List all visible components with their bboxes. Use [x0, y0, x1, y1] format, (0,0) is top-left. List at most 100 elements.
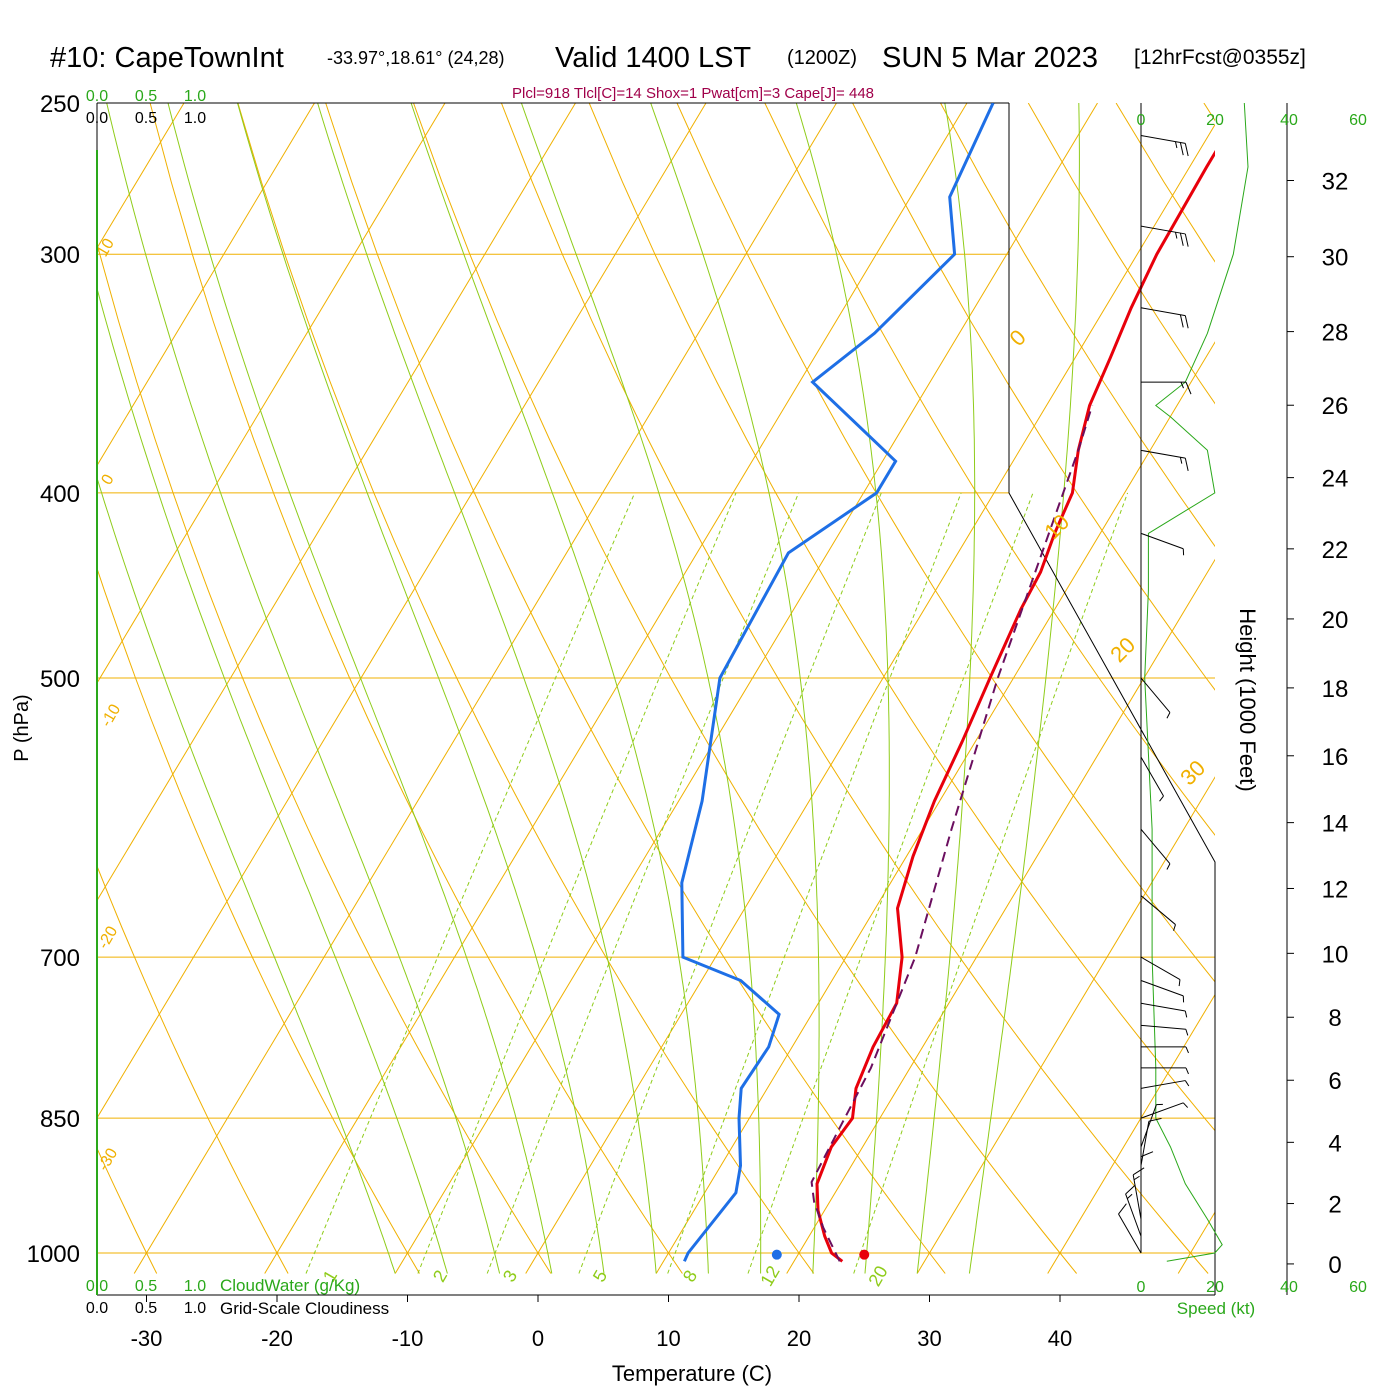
- temperature-tick-label: 40: [1048, 1326, 1072, 1351]
- wind-barb: [1140, 980, 1185, 1003]
- dry-adiabat: [852, 103, 1215, 691]
- wind-barb: [1140, 1102, 1189, 1119]
- barb-half-flag: [1180, 381, 1184, 389]
- isotherm: [97, 103, 446, 684]
- wind-barb: [1140, 532, 1185, 556]
- barb-flag: [1184, 233, 1189, 247]
- barb-half-flag: [1133, 1175, 1140, 1181]
- mixing-ratio-line: [853, 492, 1129, 1274]
- barb-staff: [1140, 1102, 1184, 1119]
- dry-adiabat: [413, 103, 1077, 1274]
- wind-barb: [1141, 1046, 1189, 1054]
- dry-adiabat: [1203, 103, 1215, 122]
- dry-adiabat: [1380, 103, 1400, 1274]
- cloudiness-label: Grid-Scale Cloudiness: [220, 1299, 389, 1318]
- wind-barb: [1140, 956, 1181, 987]
- barb-half-flag: [1184, 1080, 1190, 1087]
- wind-barb: [1140, 677, 1171, 719]
- wind-panel: 0246810121416182022242628303200202040406…: [1118, 102, 1367, 1296]
- isotherm-label: 10: [1039, 509, 1074, 544]
- cloudwater-label: CloudWater (g/Kg): [220, 1276, 360, 1295]
- barb-flag: [1125, 1184, 1136, 1195]
- speed-tick-bottom: 60: [1349, 1279, 1367, 1296]
- height-tick-label: 16: [1322, 744, 1349, 771]
- pressure-tick-label: 700: [40, 945, 80, 972]
- pressure-tick-label: 850: [40, 1106, 80, 1133]
- height-tick-label: 6: [1328, 1068, 1341, 1095]
- wind-barb: [1118, 1203, 1142, 1254]
- temperature-tick-label: 0: [532, 1326, 544, 1351]
- temperature-tick-label: -30: [131, 1326, 163, 1351]
- dry-adiabat: [0, 103, 25, 1274]
- dry-adiabat: [97, 864, 289, 1274]
- height-tick-label: 30: [1322, 245, 1349, 272]
- barb-flag: [1179, 142, 1184, 156]
- height-tick-label: 2: [1328, 1192, 1341, 1219]
- mixing-ratio-label: 3: [499, 1267, 521, 1286]
- moist-adiabat: [97, 286, 448, 1274]
- temperature-tick-label: -20: [261, 1326, 293, 1351]
- wind-barb: [1140, 307, 1189, 329]
- barb-staff: [1132, 1174, 1142, 1220]
- title-date: SUN 5 Mar 2023: [882, 42, 1098, 74]
- height-tick-label: 10: [1322, 941, 1349, 968]
- barb-half-flag: [1173, 924, 1176, 931]
- barb-half-flag: [1166, 863, 1171, 870]
- wind-barb: [1141, 381, 1192, 395]
- top-cloudiness-tick: 1.0: [184, 110, 206, 127]
- bottom-cloudwater-tick: 0.0: [86, 1278, 108, 1295]
- barb-flag: [1184, 143, 1189, 157]
- moist-adiabat: [97, 476, 396, 1274]
- barb-half-flag: [1185, 1046, 1189, 1054]
- wind-barb: [1140, 1024, 1189, 1036]
- barb-flag: [1184, 458, 1189, 471]
- speed-tick-top: 60: [1349, 112, 1367, 129]
- wind-barb: [1140, 1002, 1188, 1018]
- barb-staff: [1140, 1080, 1186, 1089]
- isotherm-label: 30: [1175, 755, 1210, 790]
- bottom-cloudiness-tick: 0.5: [135, 1300, 157, 1317]
- barb-staff: [1125, 1193, 1142, 1237]
- height-tick-label: 24: [1322, 466, 1349, 493]
- isotherm: [655, 341, 1215, 1274]
- barb-staff: [1140, 307, 1186, 317]
- dry-adiabat: [588, 103, 1215, 1132]
- plot-frame: [96, 102, 1216, 1296]
- dry-adiabat: [325, 103, 946, 1274]
- height-tick-label: 28: [1322, 320, 1349, 347]
- barb-staff: [1140, 828, 1171, 865]
- wind-barb: [1140, 1117, 1162, 1166]
- barb-half-flag: [1185, 1029, 1189, 1036]
- mixing-ratio-line: [305, 492, 636, 1274]
- parcel-line: [810, 405, 1094, 1262]
- isotherm-label: 20: [1105, 632, 1140, 667]
- mixing-ratio-label: 20: [864, 1262, 891, 1289]
- wind-barb: [1132, 1167, 1145, 1220]
- barb-flag: [1179, 314, 1184, 328]
- height-tick-label: 22: [1322, 537, 1349, 564]
- temperature-line: [815, 150, 1215, 1263]
- barb-flag: [1118, 1203, 1127, 1215]
- speed-tick-top: 40: [1280, 112, 1298, 129]
- temperature-tick-label: 20: [787, 1326, 811, 1351]
- top-cloudwater-tick: 0.0: [86, 88, 108, 105]
- barb-staff: [1140, 532, 1184, 550]
- dry-adiabat: [97, 241, 552, 1274]
- pressure-tick-label: 300: [40, 242, 80, 269]
- height-tick-label: 18: [1322, 676, 1349, 703]
- temperature-tick-label: 10: [656, 1326, 680, 1351]
- height-tick-label: 8: [1328, 1005, 1341, 1032]
- isotherm-label: -10: [98, 701, 124, 730]
- title-coords: -33.97°,18.61° (24,28): [327, 48, 505, 68]
- barb-half-flag: [1126, 1193, 1133, 1200]
- moist-adiabat: [410, 103, 709, 1274]
- y-axis-label: P (hPa): [11, 694, 33, 761]
- moist-adiabat: [520, 103, 762, 1274]
- barb-staff: [1118, 1213, 1142, 1254]
- barb-half-flag: [1182, 1102, 1189, 1108]
- isotherm-label: 10: [94, 236, 118, 260]
- barb-staff: [1140, 225, 1186, 235]
- dry-adiabat: [676, 103, 1215, 983]
- mixing-ratio-line: [578, 492, 882, 1274]
